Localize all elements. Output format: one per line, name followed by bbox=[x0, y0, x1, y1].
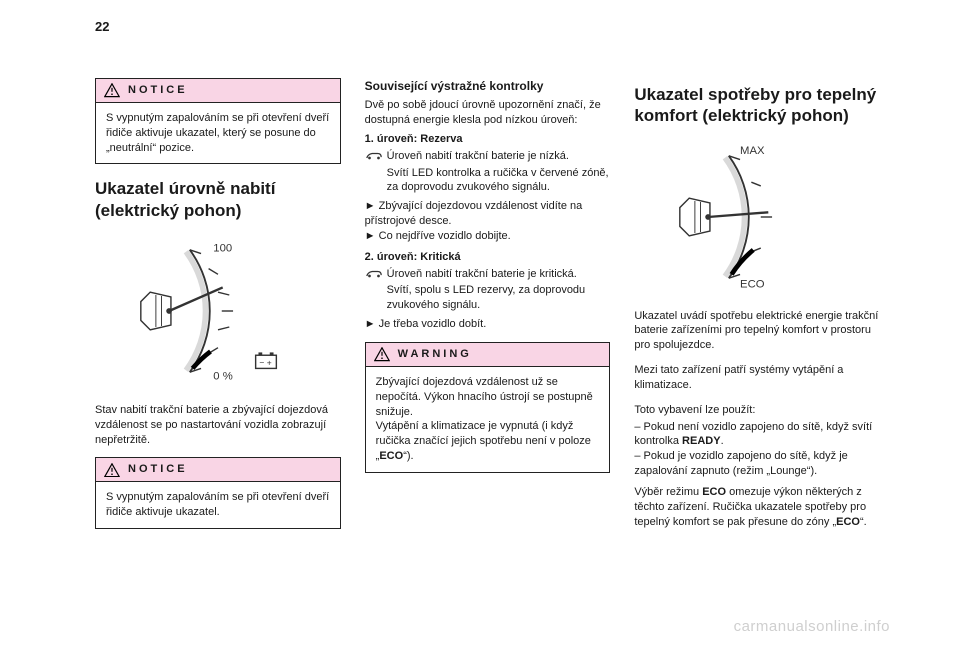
low-battery-icon bbox=[365, 149, 383, 163]
content-columns: NOTICE S vypnutým zapalováním se při ote… bbox=[95, 78, 880, 619]
warning-lights-subhead: Související výstražné kontrolky bbox=[365, 78, 611, 94]
warning-label: WARNING bbox=[398, 347, 472, 362]
comfort-p2: Mezi tato zařízení patří systémy vytápěn… bbox=[634, 363, 880, 393]
watermark: carmanualsonline.info bbox=[734, 617, 890, 637]
alert-triangle-icon bbox=[104, 83, 120, 97]
comfort-bullet: Pokud je vozidlo zapojeno do sítě, když … bbox=[634, 449, 880, 479]
warning-header: WARNING bbox=[366, 343, 610, 367]
level2-label: 2. úroveň: Kritická bbox=[365, 250, 611, 265]
level1-label: 1. úroveň: Rezerva bbox=[365, 132, 611, 147]
level2-line1: Úroveň nabití trakční baterie je kritick… bbox=[365, 267, 611, 282]
comfort-bullets: Pokud není vozidlo zapojeno do sítě, kdy… bbox=[634, 420, 880, 479]
charge-gauge: 100 0 % − + bbox=[95, 231, 341, 391]
notice-body-1: S vypnutým zapalováním se při otevření d… bbox=[96, 103, 340, 164]
critical-battery-icon bbox=[365, 267, 383, 281]
level1-line1: Úroveň nabití trakční baterie je nízká. bbox=[365, 149, 611, 164]
notice-header-2: NOTICE bbox=[96, 458, 340, 482]
level2-line2: Svítí, spolu s LED rezervy, za doprovodu… bbox=[365, 283, 611, 313]
level2-bullets: Je třeba vozidlo dobít. bbox=[365, 317, 611, 332]
comfort-gauge: MAX ECO bbox=[634, 137, 880, 297]
charge-paragraph: Stav nabití trakční baterie a zbývající … bbox=[95, 403, 341, 448]
alert-triangle-icon bbox=[374, 347, 390, 361]
level1-bullet: Zbývající dojezdovou vzdálenost vidíte n… bbox=[365, 199, 611, 229]
svg-text:− +: − + bbox=[259, 357, 271, 367]
warning-intro: Dvě po sobě jdoucí úrovně upozornění zna… bbox=[365, 98, 611, 128]
page-number: 22 bbox=[95, 18, 109, 36]
notice-label-2: NOTICE bbox=[128, 462, 188, 477]
level1-bullets: Zbývající dojezdovou vzdálenost vidíte n… bbox=[365, 199, 611, 244]
notice-box-1: NOTICE S vypnutým zapalováním se při ote… bbox=[95, 78, 341, 164]
level1-line2: Svítí LED kontrolka a ručička v červené … bbox=[365, 166, 611, 196]
comfort-p3: Toto vybavení lze použít: bbox=[634, 403, 880, 418]
gauge-eco-label: ECO bbox=[740, 278, 765, 290]
battery-icon: − + bbox=[255, 352, 276, 368]
warning-body: Zbývající dojezdová vzdálenost už se nep… bbox=[366, 367, 610, 472]
level2-bullet: Je třeba vozidlo dobít. bbox=[365, 317, 611, 332]
comfort-p1: Ukazatel uvádí spotřebu elektrické energ… bbox=[634, 309, 880, 354]
comfort-bullet: Pokud není vozidlo zapojeno do sítě, kdy… bbox=[634, 420, 880, 450]
column-3: Ukazatel spotřeby pro tepelný komfort (e… bbox=[634, 78, 880, 619]
level1-bullet: Co nejdříve vozidlo dobijte. bbox=[365, 229, 611, 244]
section-heading-comfort: Ukazatel spotřeby pro tepelný komfort (e… bbox=[634, 84, 880, 127]
notice-body-2: S vypnutým zapalováním se při otevření d… bbox=[96, 482, 340, 528]
notice-label-1: NOTICE bbox=[128, 83, 188, 98]
section-heading-charge: Ukazatel úrovně nabití (elektrický pohon… bbox=[95, 178, 341, 221]
gauge-bottom-label: 0 % bbox=[213, 371, 232, 383]
notice-header-1: NOTICE bbox=[96, 79, 340, 103]
gauge-max-label: MAX bbox=[740, 144, 765, 156]
gauge-top-label: 100 bbox=[213, 243, 232, 255]
column-1: NOTICE S vypnutým zapalováním se při ote… bbox=[95, 78, 341, 619]
column-2: Související výstražné kontrolky Dvě po s… bbox=[365, 78, 611, 619]
alert-triangle-icon bbox=[104, 463, 120, 477]
warning-box: WARNING Zbývající dojezdová vzdálenost u… bbox=[365, 342, 611, 473]
comfort-p4: Výběr režimu ECO omezuje výkon některých… bbox=[634, 485, 880, 530]
notice-box-2: NOTICE S vypnutým zapalováním se při ote… bbox=[95, 457, 341, 529]
